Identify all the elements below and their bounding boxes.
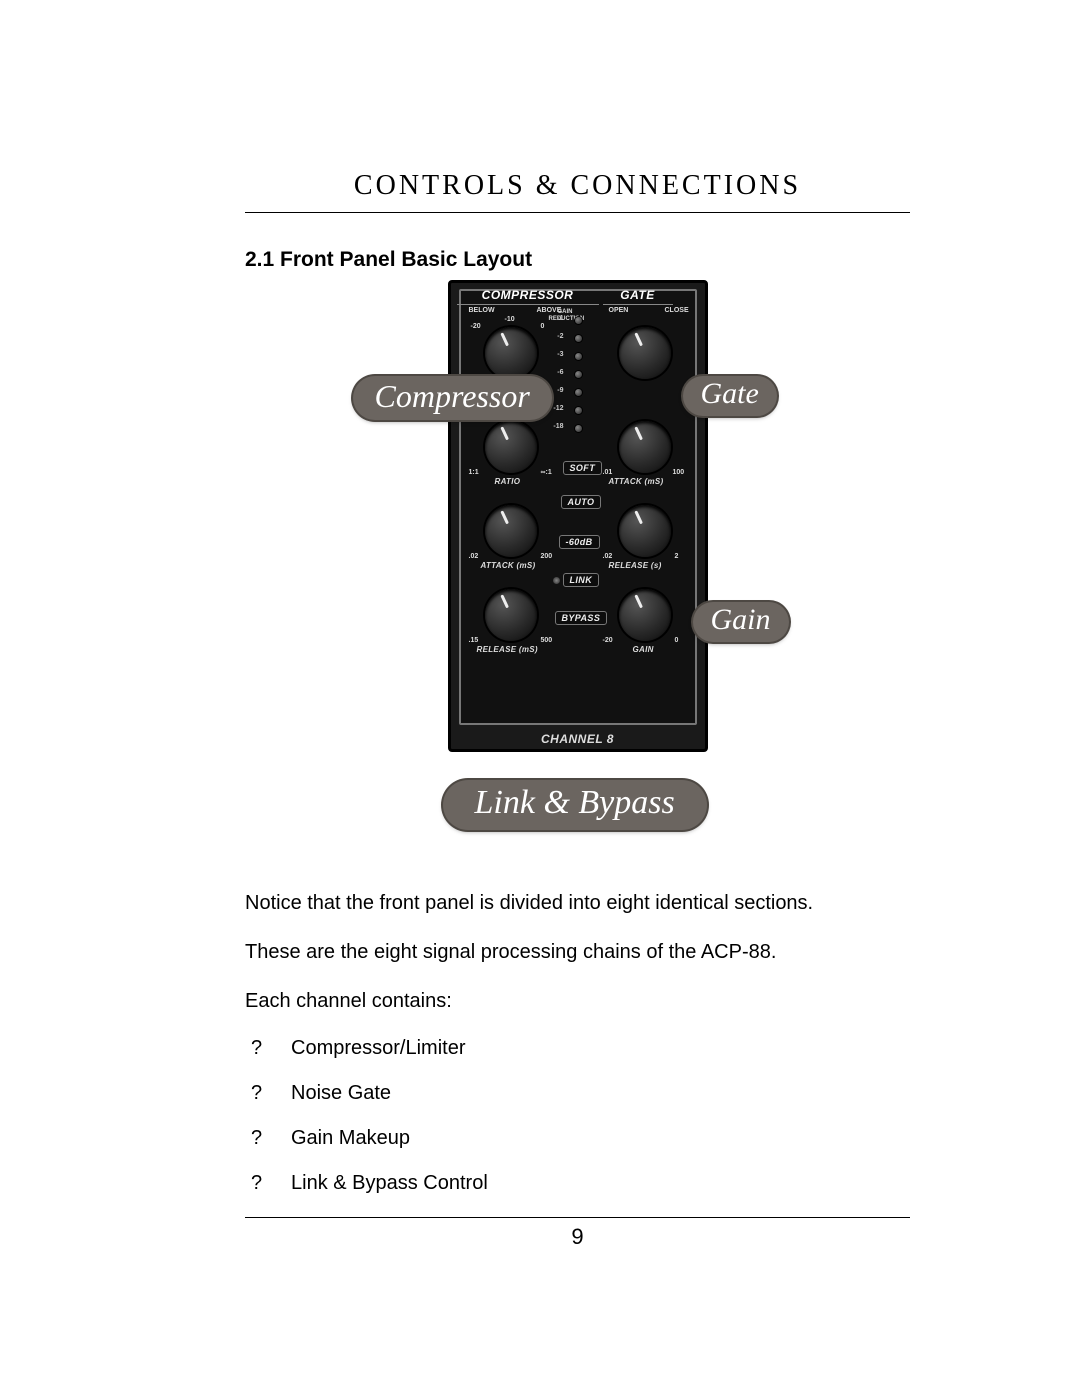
list-item: ? Noise Gate [251,1082,910,1105]
knob-threshold [485,327,537,379]
lbl-c-release: RELEASE (mS) [477,645,538,654]
bullet: ? [251,1172,291,1195]
lbl-gain: GAIN [633,645,654,654]
lbl-c-release-l: .15 [469,637,479,644]
bullet: ? [251,1082,291,1105]
knob-gate-release [619,505,671,557]
channel-label: CHANNEL 8 [451,732,705,746]
link-button: LINK [563,573,600,587]
label-open: OPEN [609,307,629,314]
led-label: -2 [544,333,564,340]
lbl-gain-l: -20 [603,637,613,644]
page-number: 9 [245,1224,910,1250]
lbl-g-attack-l: .01 [603,469,613,476]
lbl-c-attack-r: 200 [541,553,553,560]
bullet: ? [251,1127,291,1150]
led-label: -18 [544,423,564,430]
list-item-label: Compressor/Limiter [291,1037,465,1060]
knob-ratio [485,421,537,473]
section-heading: 2.1 Front Panel Basic Layout [245,248,910,272]
hardware-panel: COMPRESSOR GATE BELOW ABOVE OPEN CLOSE G… [448,280,708,752]
callout-link-bypass: Link & Bypass [443,780,707,830]
led-label: -6 [544,369,564,376]
manual-page: CONTROLS & CONNECTIONS 2.1 Front Panel B… [0,0,1080,1397]
led-label: -1 [544,315,564,322]
callout-gain: Gain [693,602,789,642]
soft-button: SOFT [563,461,603,475]
link-led [553,577,560,584]
led-label: -3 [544,351,564,358]
feature-list: ? Compressor/Limiter ? Noise Gate ? Gain… [245,1037,910,1195]
paragraph: These are the eight signal processing ch… [245,939,910,966]
lbl-c-attack-l: .02 [469,553,479,560]
lbl-ratio: RATIO [495,477,521,486]
label-close: CLOSE [665,307,689,314]
list-item-label: Gain Makeup [291,1127,410,1150]
front-panel-figure: COMPRESSOR GATE BELOW ABOVE OPEN CLOSE G… [245,280,910,860]
knob-gain [619,589,671,641]
sixtydb-button: -60dB [559,535,600,549]
list-item: ? Link & Bypass Control [251,1172,910,1195]
callout-gate: Gate [683,376,777,416]
lbl-g-release-l: .02 [603,553,613,560]
lbl-gain-r: 0 [675,637,679,644]
bypass-button: BYPASS [555,611,608,625]
list-item: ? Compressor/Limiter [251,1037,910,1060]
lbl-thresh-r: 0 [541,323,545,330]
list-item-label: Noise Gate [291,1082,391,1105]
list-item-label: Link & Bypass Control [291,1172,488,1195]
lbl-c-release-r: 500 [541,637,553,644]
lbl-g-release: RELEASE (s) [609,561,662,570]
paragraph: Notice that the front panel is divided i… [245,890,910,917]
knob-gate-attack [619,421,671,473]
gain-reduction-meter: -1 -2 -3 -6 -9 -12 -18 [564,317,594,443]
list-item: ? Gain Makeup [251,1127,910,1150]
lbl-g-attack-r: 100 [673,469,685,476]
lbl-c-attack: ATTACK (mS) [481,561,536,570]
label-below: BELOW [469,307,495,314]
header-compressor: COMPRESSOR [457,286,599,305]
knob-comp-release [485,589,537,641]
callout-compressor: Compressor [353,376,552,420]
knob-gate-threshold [619,327,671,379]
lbl-g-release-r: 2 [675,553,679,560]
body-text: Notice that the front panel is divided i… [245,890,910,1195]
header-gate: GATE [603,286,673,305]
rule-footer [245,1217,910,1218]
lbl-ratio-l: 1:1 [469,469,479,476]
lbl-ratio-r: ∞:1 [541,469,552,476]
rule-under-title [245,212,910,213]
lbl-thresh-top: -10 [505,316,515,323]
auto-button: AUTO [561,495,602,509]
chapter-title: CONTROLS & CONNECTIONS [245,170,910,202]
bullet: ? [251,1037,291,1060]
paragraph: Each channel contains: [245,988,910,1015]
knob-comp-attack [485,505,537,557]
lbl-thresh-l: -20 [471,323,481,330]
lbl-g-attack: ATTACK (mS) [609,477,664,486]
